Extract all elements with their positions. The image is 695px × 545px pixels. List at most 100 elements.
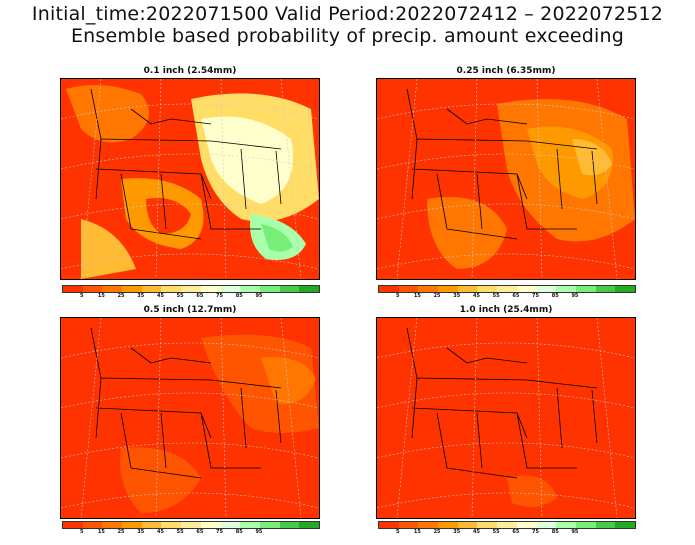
- colorbar-swatch: [379, 286, 399, 292]
- colorbar-tick-label: 55: [176, 293, 184, 299]
- colorbar-swatch: [595, 522, 616, 528]
- colorbar-swatch: [536, 286, 557, 292]
- colorbar-swatch: [200, 286, 221, 292]
- colorbar-tick-label: 65: [196, 293, 204, 299]
- colorbar-tick-label: 95: [571, 529, 579, 535]
- colorbar-swatch: [141, 286, 162, 292]
- colorbar-tick-label: 45: [156, 529, 164, 535]
- colorbar-swatch: [299, 286, 319, 292]
- colorbar-swatch: [556, 286, 576, 292]
- colorbar-tick-label: 35: [453, 529, 461, 535]
- colorbar-swatch: [497, 522, 517, 528]
- colorbar-swatch: [102, 522, 123, 528]
- colorbar-tick-label: 35: [137, 293, 145, 299]
- panel-1-title: 0.1 inch (2.54mm): [143, 66, 237, 76]
- colorbar-tick-label: 85: [235, 293, 243, 299]
- colorbar-tick-label: 55: [492, 293, 500, 299]
- colorbar-tick-label: 75: [216, 293, 224, 299]
- colorbar-swatch: [259, 522, 280, 528]
- panel-1-colorbar: [62, 285, 320, 293]
- colorbar-tick-label: 55: [176, 529, 184, 535]
- colorbar-swatch: [457, 286, 478, 292]
- colorbar-tick-label: 15: [97, 529, 105, 535]
- colorbar-tick-label: 5: [395, 293, 400, 299]
- panel-3-map: [60, 317, 320, 519]
- colorbar-tick-label: 5: [79, 293, 84, 299]
- colorbar-swatch: [240, 286, 260, 292]
- colorbar-swatch: [516, 286, 537, 292]
- colorbar-tick-label: 45: [156, 293, 164, 299]
- panel-2-title: 0.25 inch (6.35mm): [456, 66, 556, 76]
- colorbar-tick-label: 35: [137, 529, 145, 535]
- colorbar-swatch: [122, 522, 142, 528]
- colorbar-swatch: [516, 522, 537, 528]
- colorbar-swatch: [181, 522, 201, 528]
- panel-2-colorbar-ticks: 5 15 25 35 45 55 65 75 85 95: [378, 293, 634, 301]
- panel-3-colorbar-ticks: 5 15 25 35 45 55 65 75 85 95: [62, 529, 318, 537]
- colorbar-tick-label: 85: [551, 293, 559, 299]
- colorbar-tick-label: 25: [117, 529, 125, 535]
- colorbar-swatch: [418, 522, 439, 528]
- panel-4-colorbar: [378, 521, 636, 529]
- colorbar-swatch: [575, 286, 596, 292]
- colorbar-swatch: [477, 286, 498, 292]
- colorbar-swatch: [82, 522, 103, 528]
- colorbar-swatch: [438, 522, 458, 528]
- colorbar-swatch: [181, 286, 201, 292]
- colorbar-swatch: [536, 522, 557, 528]
- colorbar-swatch: [102, 286, 123, 292]
- colorbar-swatch: [398, 286, 419, 292]
- colorbar-swatch: [279, 286, 300, 292]
- colorbar-swatch: [497, 286, 517, 292]
- colorbar-swatch: [82, 286, 103, 292]
- colorbar-tick-label: 25: [117, 293, 125, 299]
- colorbar-swatch: [418, 286, 439, 292]
- colorbar-swatch: [379, 522, 399, 528]
- colorbar-tick-label: 65: [196, 529, 204, 535]
- colorbar-swatch: [398, 522, 419, 528]
- colorbar-swatch: [615, 522, 635, 528]
- colorbar-swatch: [457, 522, 478, 528]
- panel-1-colorbar-ticks: 5 15 25 35 45 55 65 75 85 95: [62, 293, 318, 301]
- colorbar-swatch: [220, 522, 241, 528]
- panel-3-title: 0.5 inch (12.7mm): [143, 305, 237, 315]
- colorbar-swatch: [161, 286, 182, 292]
- colorbar-swatch: [279, 522, 300, 528]
- colorbar-swatch: [299, 522, 319, 528]
- colorbar-swatch: [240, 522, 260, 528]
- colorbar-tick-label: 15: [97, 293, 105, 299]
- colorbar-swatch: [63, 522, 83, 528]
- colorbar-tick-label: 65: [512, 293, 520, 299]
- panel-3-colorbar: [62, 521, 320, 529]
- colorbar-tick-label: 75: [532, 529, 540, 535]
- colorbar-tick-label: 75: [532, 293, 540, 299]
- colorbar-tick-label: 65: [512, 529, 520, 535]
- colorbar-tick-label: 5: [79, 529, 84, 535]
- panel-1-map: [60, 78, 320, 280]
- colorbar-tick-label: 95: [571, 293, 579, 299]
- colorbar-swatch: [200, 522, 221, 528]
- colorbar-swatch: [259, 286, 280, 292]
- figure-title-line1: Initial_time:2022071500 Valid Period:202…: [31, 3, 664, 25]
- colorbar-tick-label: 5: [395, 529, 400, 535]
- colorbar-swatch: [556, 522, 576, 528]
- colorbar-tick-label: 85: [235, 529, 243, 535]
- panel-2-colorbar: [378, 285, 636, 293]
- colorbar-tick-label: 45: [472, 529, 480, 535]
- panel-4-colorbar-ticks: 5 15 25 35 45 55 65 75 85 95: [378, 529, 634, 537]
- colorbar-tick-label: 95: [255, 529, 263, 535]
- colorbar-swatch: [595, 286, 616, 292]
- figure-title-line2: Ensemble based probability of precip. am…: [70, 25, 625, 47]
- colorbar-swatch: [477, 522, 498, 528]
- colorbar-tick-label: 95: [255, 293, 263, 299]
- colorbar-tick-label: 15: [413, 293, 421, 299]
- colorbar-tick-label: 45: [472, 293, 480, 299]
- colorbar-swatch: [161, 522, 182, 528]
- panel-4-map: [376, 317, 636, 519]
- colorbar-swatch: [122, 286, 142, 292]
- panel-4-title: 1.0 inch (25.4mm): [459, 305, 553, 315]
- panel-2-map: [376, 78, 636, 280]
- colorbar-swatch: [438, 286, 458, 292]
- colorbar-tick-label: 15: [413, 529, 421, 535]
- colorbar-swatch: [615, 286, 635, 292]
